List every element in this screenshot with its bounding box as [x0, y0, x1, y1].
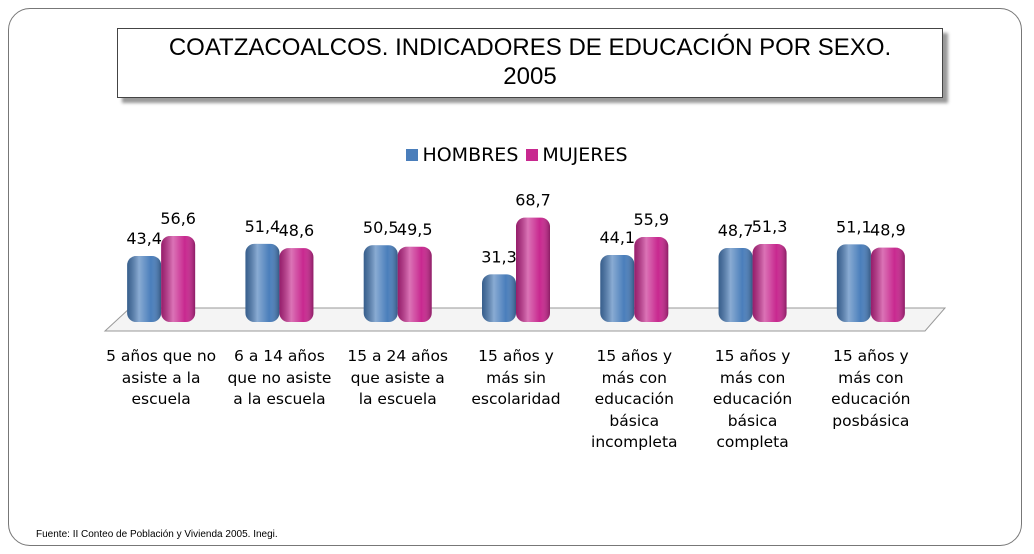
chart-title: COATZACOALCOS. INDICADORES DE EDUCACIÓN …	[117, 28, 943, 98]
x-tick-label: 15 años y más con educación básica compl…	[712, 347, 793, 451]
data-label: 31,3	[481, 247, 517, 266]
bar-group	[634, 237, 669, 322]
data-label: 48,6	[279, 221, 315, 240]
data-label: 44,1	[599, 228, 635, 247]
x-tick-label: 15 a 24 años que asiste a la escuela	[347, 347, 448, 408]
bar-group	[516, 217, 550, 322]
bar-shine	[245, 243, 280, 322]
x-tick-label: 15 años y más con educación básica incom…	[591, 347, 678, 451]
bar-shine	[127, 256, 162, 322]
bar-group	[870, 247, 905, 322]
bar-shine	[870, 247, 905, 322]
bar-group	[363, 245, 398, 322]
legend: HOMBRES MUJERES	[0, 144, 1034, 166]
bar-shine	[600, 254, 635, 322]
legend-label: MUJERES	[542, 144, 628, 166]
bar-group	[482, 274, 516, 322]
bar-group	[279, 248, 314, 322]
bar-shine	[397, 246, 432, 322]
bar-group	[245, 243, 280, 322]
bar-shine	[363, 245, 398, 322]
bar-group	[600, 254, 635, 322]
legend-swatch	[526, 149, 539, 161]
data-label: 49,5	[397, 220, 433, 239]
data-label: 43,4	[126, 229, 162, 248]
bar-shine	[752, 244, 787, 322]
bar-group	[397, 246, 432, 322]
bar-group	[752, 244, 787, 322]
x-tick-label: 6 a 14 años que no asiste a la escuela	[227, 347, 332, 408]
bar-shine	[516, 217, 550, 322]
x-tick-label: 5 años que no asiste a la escuela	[106, 347, 217, 408]
data-label: 51,4	[245, 217, 281, 236]
legend-swatch	[406, 149, 419, 161]
data-label: 48,9	[870, 221, 906, 240]
bar-group	[836, 244, 871, 322]
legend-item: MUJERES	[526, 144, 628, 166]
data-label: 56,6	[160, 209, 196, 228]
bar-shine	[482, 274, 516, 322]
bar-shine	[718, 247, 753, 322]
data-label: 51,1	[836, 217, 872, 236]
bar-shine	[161, 235, 196, 322]
legend-item: HOMBRES	[406, 144, 518, 166]
chart-frame	[8, 8, 1022, 546]
legend-label: HOMBRES	[422, 144, 519, 166]
data-label: 48,7	[718, 221, 754, 240]
x-tick-label: 15 años y más con educación posbásica	[831, 347, 911, 430]
bar-group	[161, 235, 196, 322]
data-label: 51,3	[752, 217, 788, 236]
bar-group	[718, 247, 753, 322]
bar-shine	[836, 244, 871, 322]
x-tick-label: 15 años y más sin escolaridad	[471, 347, 561, 408]
data-label: 55,9	[633, 210, 669, 229]
bar-shine	[634, 237, 669, 322]
data-label: 50,5	[363, 218, 399, 237]
data-label: 68,7	[515, 191, 551, 210]
source-note: Fuente: II Conteo de Población y Viviend…	[36, 529, 278, 540]
bar-shine	[279, 248, 314, 322]
bar-group	[127, 256, 162, 322]
